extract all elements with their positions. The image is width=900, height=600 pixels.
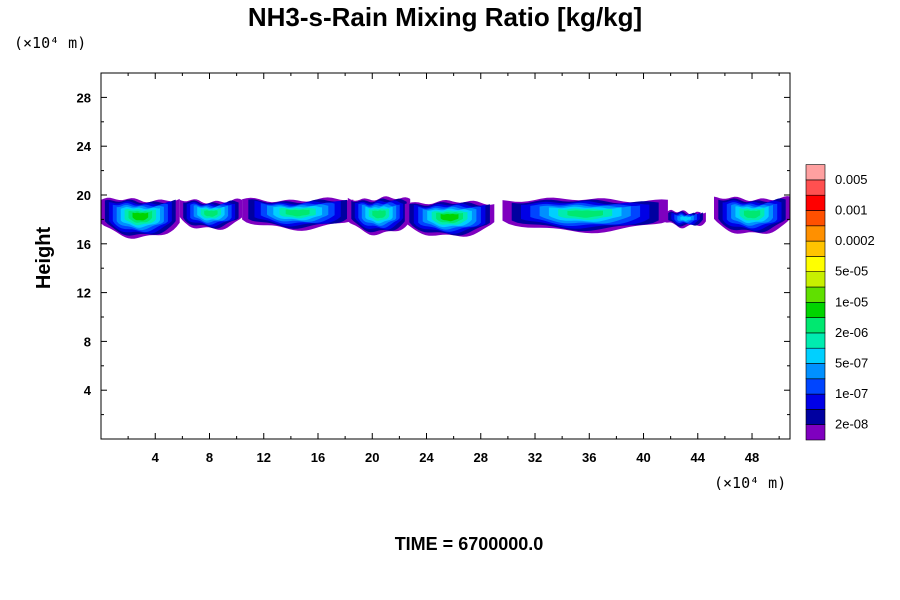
colorbar-swatch xyxy=(805,271,826,288)
x-unit-label: (×10⁴ m) xyxy=(714,474,786,492)
colorbar-swatch xyxy=(805,347,826,364)
x-tick-label: 48 xyxy=(745,450,759,465)
colorbar-swatch xyxy=(805,240,826,257)
colorbar-swatch xyxy=(805,301,826,318)
colorbar-swatch xyxy=(805,164,826,181)
colorbar-swatch xyxy=(805,210,826,227)
colorbar-swatch xyxy=(805,225,826,242)
x-tick-label: 20 xyxy=(365,450,379,465)
x-tick-label: 12 xyxy=(257,450,271,465)
x-tick-label: 4 xyxy=(152,450,160,465)
colorbar-swatch xyxy=(805,393,826,410)
y-tick-label: 16 xyxy=(77,237,91,252)
cloud-cell xyxy=(101,197,180,239)
colorbar-label: 2e-06 xyxy=(835,325,868,340)
colorbar-swatch xyxy=(805,424,826,441)
contour-band xyxy=(743,210,761,219)
x-tick-label: 8 xyxy=(206,450,213,465)
x-tick-label: 36 xyxy=(582,450,596,465)
contour-band xyxy=(567,210,603,218)
colorbar-swatch xyxy=(805,378,826,395)
x-tick-label: 40 xyxy=(636,450,650,465)
colorbar-swatch xyxy=(805,194,826,211)
cloud-cell xyxy=(665,209,706,229)
y-tick-label: 8 xyxy=(84,334,91,349)
y-tick-label: 4 xyxy=(84,383,92,398)
contour-band xyxy=(132,212,149,221)
colorbar-label: 0.005 xyxy=(835,172,868,187)
contour-band xyxy=(204,210,218,217)
contour-band xyxy=(372,210,386,219)
x-tick-label: 24 xyxy=(419,450,434,465)
cloud-cell xyxy=(347,196,411,236)
colorbar: 2e-08 1e-07 5e-07 2e-06 1e-05 5e-05 0.0002 0.00… xyxy=(805,164,875,441)
contour-band xyxy=(440,213,459,222)
colorbar-swatch xyxy=(805,286,826,303)
plot-area xyxy=(101,196,790,239)
colorbar-label: 0.0002 xyxy=(835,233,875,248)
cloud-cell xyxy=(179,198,243,230)
cloud-cell xyxy=(714,196,790,234)
plot-frame xyxy=(100,72,791,440)
contour-band xyxy=(285,209,310,217)
cloud-cell xyxy=(502,197,668,234)
y-axis-label: Height xyxy=(33,227,55,290)
x-tick-label: 32 xyxy=(528,450,542,465)
colorbar-label: 5e-05 xyxy=(835,264,868,279)
colorbar-swatch xyxy=(805,317,826,334)
chart-title: NH3-s-Rain Mixing Ratio [kg/kg] xyxy=(248,2,642,32)
colorbar-swatch xyxy=(805,332,826,349)
colorbar-label: 5e-07 xyxy=(835,356,868,371)
colorbar-swatch xyxy=(805,409,826,425)
cloud-cell xyxy=(404,200,495,237)
y-tick-label: 12 xyxy=(77,286,91,301)
colorbar-swatch xyxy=(805,179,826,196)
y-tick-label: 28 xyxy=(77,90,91,105)
colorbar-label: 2e-08 xyxy=(835,417,868,432)
colorbar-swatch xyxy=(805,256,826,272)
cloud-cell xyxy=(242,197,354,231)
colorbar-swatch xyxy=(805,363,826,380)
colorbar-label: 1e-05 xyxy=(835,294,868,309)
contour-band xyxy=(680,216,691,221)
time-label: TIME = 6700000.0 xyxy=(395,534,544,554)
y-unit-label: (×10⁴ m) xyxy=(14,34,86,52)
colorbar-label: 1e-07 xyxy=(835,386,868,401)
x-tick-label: 16 xyxy=(311,450,325,465)
colorbar-label: 0.001 xyxy=(835,203,868,218)
x-tick-label: 44 xyxy=(691,450,706,465)
y-tick-label: 20 xyxy=(77,188,91,203)
y-tick-label: 24 xyxy=(77,139,92,154)
x-tick-label: 28 xyxy=(474,450,488,465)
